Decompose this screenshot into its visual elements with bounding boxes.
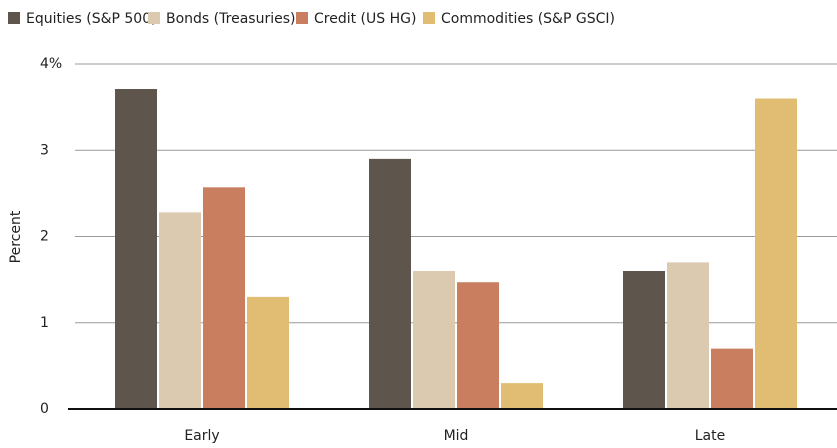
bar: [247, 296, 289, 409]
y-tick-label: 2: [40, 229, 49, 245]
bar: [159, 212, 201, 409]
bar: [369, 158, 411, 409]
legend-label: Equities (S&P 500): [26, 11, 157, 27]
legend-label: Credit (US HG): [314, 11, 416, 27]
bar: [457, 282, 499, 409]
bar: [667, 262, 709, 409]
y-axis-label: Percent: [8, 210, 24, 263]
legend-label: Bonds (Treasuries): [166, 11, 295, 27]
bar: [711, 348, 753, 409]
x-tick-label: Early: [184, 428, 219, 444]
y-tick-label: 1: [40, 315, 49, 331]
bar: [413, 271, 455, 409]
x-tick-label: Mid: [444, 428, 469, 444]
x-tick-label: Late: [695, 428, 725, 444]
legend-swatch: [423, 12, 435, 24]
legend-label: Commodities (S&P GSCI): [441, 11, 615, 27]
legend-swatch: [148, 12, 160, 24]
y-tick-label: 0: [40, 401, 49, 417]
bar: [623, 271, 665, 409]
bar: [203, 187, 245, 409]
y-tick-label: 3: [40, 142, 49, 158]
legend-swatch: [296, 12, 308, 24]
bar: [501, 383, 543, 409]
bar: [755, 98, 797, 409]
legend-swatch: [8, 12, 20, 24]
y-tick-label: 4%: [40, 56, 62, 72]
bar: [115, 89, 157, 409]
